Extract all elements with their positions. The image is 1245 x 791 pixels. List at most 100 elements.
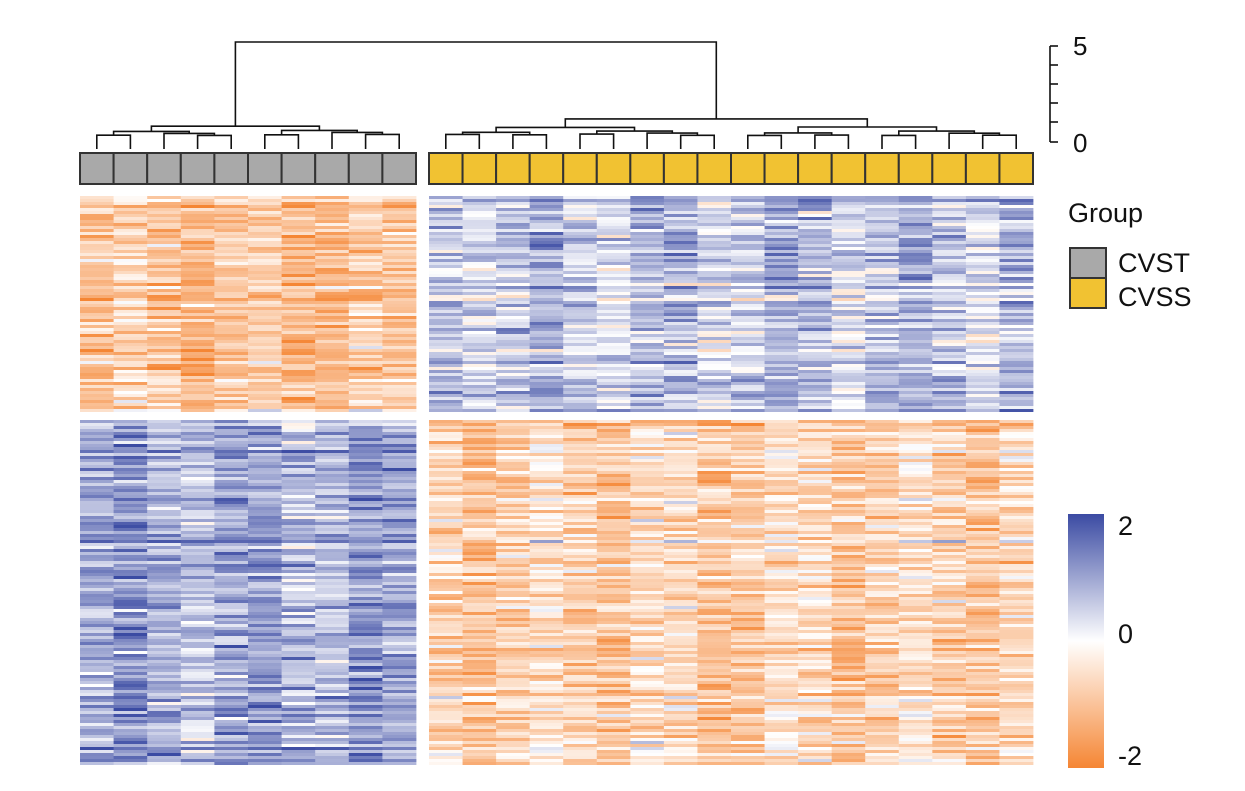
- heatmap-cell: [248, 420, 282, 423]
- heatmap-cell: [932, 220, 967, 223]
- heatmap-cell: [898, 606, 933, 609]
- heatmap-cell: [831, 432, 866, 435]
- heatmap-cell: [831, 594, 866, 597]
- heatmap-cell: [315, 579, 350, 582]
- heatmap-cell: [382, 492, 417, 495]
- heatmap-cell: [932, 546, 967, 549]
- heatmap-cell: [898, 561, 933, 564]
- heatmap-cell: [563, 247, 598, 250]
- heatmap-cell: [865, 489, 900, 492]
- heatmap-cell: [663, 555, 698, 558]
- heatmap-cell: [865, 432, 900, 435]
- heatmap-cell: [281, 477, 316, 480]
- heatmap-cell: [798, 723, 833, 726]
- heatmap-cell: [529, 429, 564, 432]
- heatmap-cell: [382, 238, 417, 241]
- heatmap-cell: [214, 705, 249, 708]
- heatmap-cell: [831, 214, 866, 217]
- heatmap-cell: [630, 409, 665, 412]
- heatmap-cell: [382, 334, 417, 337]
- heatmap-cell: [898, 615, 933, 618]
- heatmap-cell: [315, 528, 350, 531]
- heatmap-cell: [663, 573, 698, 576]
- heatmap-cell: [865, 615, 900, 618]
- heatmap-cell: [697, 444, 732, 447]
- heatmap-cell: [281, 567, 316, 570]
- heatmap-cell: [429, 639, 463, 642]
- heatmap-cell: [529, 666, 564, 669]
- heatmap-cell: [596, 394, 631, 397]
- heatmap-cell: [348, 645, 383, 648]
- heatmap-cell: [731, 397, 765, 400]
- heatmap-cell: [898, 570, 933, 573]
- heatmap-cell: [180, 501, 215, 504]
- heatmap-cell: [764, 328, 799, 331]
- heatmap-cell: [663, 531, 698, 534]
- heatmap-cell: [315, 558, 350, 561]
- heatmap-cell: [180, 337, 215, 340]
- heatmap-cell: [596, 606, 631, 609]
- heatmap-cell: [180, 325, 215, 328]
- heatmap-cell: [865, 328, 900, 331]
- heatmap-cell: [348, 672, 383, 675]
- heatmap-cell: [630, 444, 665, 447]
- heatmap-cell: [697, 543, 732, 546]
- heatmap-cell: [113, 519, 148, 522]
- heatmap-cell: [663, 358, 698, 361]
- heatmap-cell: [382, 241, 417, 244]
- heatmap-cell: [382, 462, 417, 465]
- heatmap-cell: [731, 217, 765, 220]
- heatmap-cell: [529, 495, 564, 498]
- dendrogram-link: [264, 134, 300, 149]
- heatmap-cell: [932, 388, 967, 391]
- heatmap-cell: [80, 687, 114, 690]
- heatmap-cell: [248, 349, 282, 352]
- heatmap-cell: [596, 543, 631, 546]
- heatmap-cell: [697, 337, 732, 340]
- heatmap-cell: [113, 259, 148, 262]
- heatmap-cell: [865, 388, 900, 391]
- column-dendrogram: [96, 41, 1017, 149]
- heatmap-cell: [496, 379, 531, 382]
- heatmap-cell: [932, 301, 967, 304]
- heatmap-cell: [764, 379, 799, 382]
- heatmap-cell: [630, 423, 665, 426]
- heatmap-cell: [697, 453, 732, 456]
- heatmap-cell: [462, 597, 497, 600]
- heatmap-cell: [999, 495, 1034, 498]
- heatmap-cell: [529, 322, 564, 325]
- heatmap-cell: [429, 600, 463, 603]
- heatmap-cell: [113, 223, 148, 226]
- heatmap-cell: [663, 696, 698, 699]
- heatmap-cell: [147, 639, 182, 642]
- heatmap-cell: [764, 265, 799, 268]
- heatmap-cell: [496, 295, 531, 298]
- heatmap-cell: [281, 253, 316, 256]
- heatmap-cell: [80, 444, 114, 447]
- heatmap-cell: [529, 373, 564, 376]
- heatmap-cell: [147, 199, 182, 202]
- heatmap-cell: [248, 477, 282, 480]
- heatmap-cell: [315, 202, 350, 205]
- heatmap-cell: [764, 334, 799, 337]
- heatmap-cell: [630, 672, 665, 675]
- heatmap-cell: [496, 582, 531, 585]
- heatmap-cell: [315, 582, 350, 585]
- heatmap-cell: [663, 627, 698, 630]
- heatmap-cell: [965, 711, 1000, 714]
- heatmap-cell: [214, 328, 249, 331]
- heatmap-cell: [898, 373, 933, 376]
- heatmap-cell: [697, 474, 732, 477]
- heatmap-cell: [248, 666, 282, 669]
- heatmap-cell: [281, 426, 316, 429]
- heatmap-cell: [932, 615, 967, 618]
- heatmap-cell: [898, 292, 933, 295]
- heatmap-cell: [281, 196, 316, 199]
- heatmap-cell: [731, 519, 765, 522]
- heatmap-cell: [865, 364, 900, 367]
- heatmap-cell: [529, 214, 564, 217]
- heatmap-cell: [248, 525, 282, 528]
- heatmap-cell: [731, 729, 765, 732]
- heatmap-cell: [315, 429, 350, 432]
- heatmap-cell: [764, 202, 799, 205]
